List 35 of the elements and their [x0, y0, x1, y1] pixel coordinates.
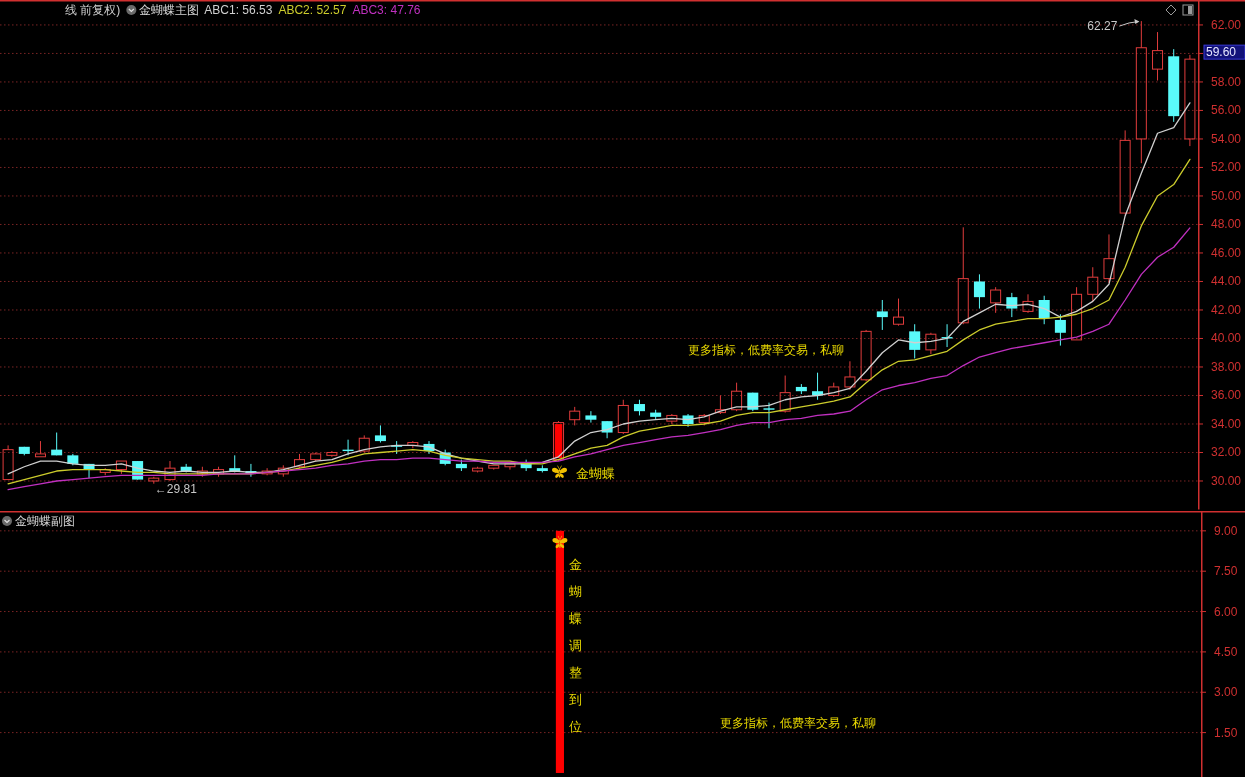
y-tick-label: 9.00	[1214, 523, 1238, 538]
y-tick-label: 54.00	[1211, 131, 1242, 146]
annotation: ←29.81	[154, 481, 198, 496]
annotation: 更多指标，低费率交易，私聊	[720, 716, 876, 730]
y-tick-label: 32.00	[1211, 445, 1242, 460]
chart-title: 金蝴蝶主图	[139, 3, 200, 17]
y-tick-label: 38.00	[1211, 359, 1242, 374]
text: ABC1: 56.53	[204, 3, 273, 17]
y-tick-label: 3.00	[1214, 685, 1238, 700]
y-tick-label: 56.00	[1211, 103, 1242, 118]
y-tick-label: 44.00	[1211, 274, 1242, 289]
y-tick-label: 48.00	[1211, 217, 1242, 232]
chart-title: 金蝴蝶副图	[15, 514, 75, 528]
y-tick-label: 1.50	[1214, 725, 1238, 740]
annotation: 金蝴蝶调整到位	[569, 556, 583, 734]
y-tick-label: 52.00	[1211, 160, 1242, 175]
y-tick-label: 40.00	[1211, 331, 1242, 346]
y-tick-label: 7.50	[1214, 564, 1238, 579]
y-tick-label: 42.00	[1211, 302, 1242, 317]
y-tick-label: 36.00	[1211, 388, 1242, 403]
chart-subtitle: 线 前复权)	[65, 3, 121, 17]
y-tick-label: 50.00	[1211, 188, 1242, 203]
annotation: 更多指标，低费率交易，私聊	[688, 343, 844, 357]
y-tick-label: 46.00	[1211, 245, 1242, 260]
y-tick-label: 4.50	[1214, 644, 1238, 659]
text: ABC3: 47.76	[352, 3, 421, 17]
y-tick-label: 58.00	[1211, 74, 1242, 89]
annotation: 62.27	[1087, 19, 1118, 34]
text: ABC2: 52.57	[278, 3, 347, 17]
y-tick-label: 62.00	[1211, 17, 1242, 32]
annotation: 金蝴蝶	[575, 465, 615, 481]
y-tick-label: 6.00	[1214, 604, 1238, 619]
y-tick-label: 30.00	[1211, 474, 1242, 488]
y-tick-label: 34.00	[1211, 416, 1242, 431]
text: 59.60	[1206, 45, 1237, 60]
